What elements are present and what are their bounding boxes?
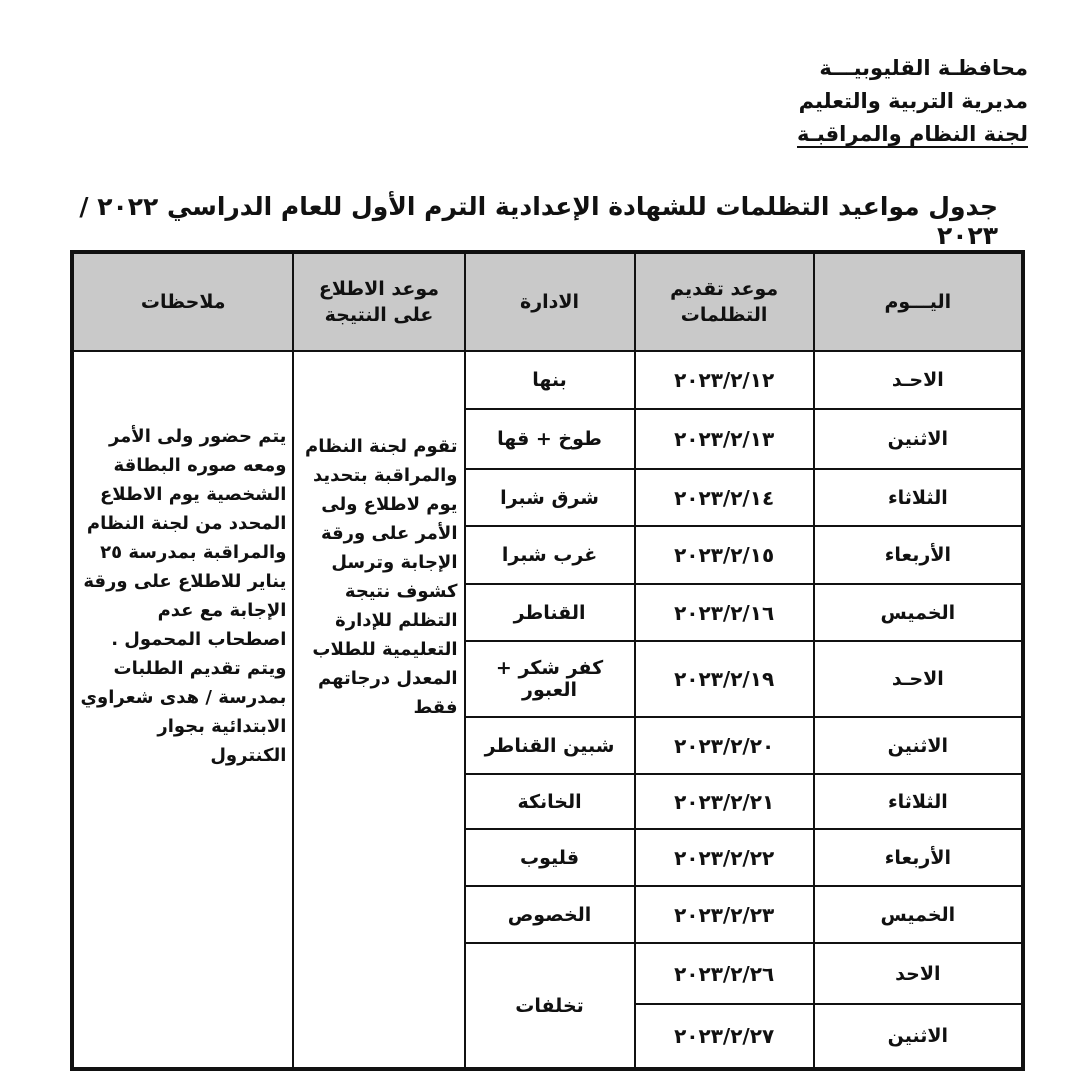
col-notes: ملاحظات xyxy=(70,251,295,352)
committee: لجنة النظام والمراقبـة xyxy=(796,122,1028,148)
day-cell: الاحـد xyxy=(812,350,1025,410)
day-cell: الثلاثاء xyxy=(812,468,1025,527)
admin-cell: قليوب xyxy=(463,828,636,887)
date-cell: ٢٠٢٣/٢/١٢ xyxy=(633,350,815,410)
table-row: الاثنين ٢٠٢٣/٢/٢٧ xyxy=(72,1003,1025,1070)
table-row: الخميس ٢٠٢٣/٢/١٦ القناطر xyxy=(72,583,1025,642)
date-cell: ٢٠٢٣/٢/١٩ xyxy=(633,640,815,718)
letterhead: محافظـة القليوبيـــة مديرية التربية والت… xyxy=(796,52,1028,151)
table-row: الخميس ٢٠٢٣/٢/٢٣ الخصوص xyxy=(72,885,1025,944)
table-row: الاحـد ٢٠٢٣/٢/١٩ كفر شكر + العبور xyxy=(72,640,1025,718)
date-cell: ٢٠٢٣/٢/١٣ xyxy=(633,408,815,470)
admin-cell: طوخ + قها xyxy=(463,408,636,470)
admin-cell: الخانكة xyxy=(463,773,636,830)
date-cell: ٢٠٢٣/٢/١٦ xyxy=(633,583,815,642)
admin-cell: الخصوص xyxy=(463,885,636,944)
day-cell: الاحد xyxy=(812,942,1025,1005)
admin-cell: كفر شكر + العبور xyxy=(463,640,636,718)
schedule-table: اليـــوم موعد تقديم التظلمات الادارة موع… xyxy=(70,250,1025,1071)
table-row: الاحـد ٢٠٢٣/٢/١٢ بنها تقوم لجنة النظام وال… xyxy=(70,350,1025,1070)
directorate: مديرية التربية والتعليم xyxy=(798,89,1028,113)
date-cell: ٢٠٢٣/٢/١٥ xyxy=(633,525,815,585)
admin-cell: شرق شبرا xyxy=(463,468,636,527)
table-row: الاثنين ٢٠٢٣/٢/١٣ طوخ + قها xyxy=(72,408,1025,470)
admin-cell: شبين القناطر xyxy=(463,716,636,775)
day-cell: الاثنين xyxy=(812,408,1025,470)
admin-cell: بنها xyxy=(463,350,636,410)
day-cell: الاحـد xyxy=(812,640,1025,718)
date-cell: ٢٠٢٣/٢/٢٣ xyxy=(633,885,815,944)
col-submission-date: موعد تقديم التظلمات xyxy=(633,251,815,352)
day-cell: الاثنين xyxy=(812,716,1025,775)
admin-cell: تخلفات xyxy=(463,942,636,1070)
admin-cell: القناطر xyxy=(463,583,636,642)
col-day: اليـــوم xyxy=(812,251,1025,352)
date-cell: ٢٠٢٣/٢/٢٧ xyxy=(633,1003,815,1070)
table-row: الأربعاء ٢٠٢٣/٢/١٥ غرب شبرا xyxy=(72,525,1025,585)
table-row: الاحد ٢٠٢٣/٢/٢٦ تخلفات xyxy=(72,942,1025,1070)
day-cell: الاثنين xyxy=(812,1003,1025,1070)
result-viewing-cell: تقوم لجنة النظام والمراقبة بتحديد يوم لا… xyxy=(292,350,466,1070)
date-cell: ٢٠٢٣/٢/٢٦ xyxy=(633,942,815,1005)
date-cell: ٢٠٢٣/٢/٢٢ xyxy=(633,828,815,887)
notes-cell: يتم حضور ولى الأمر ومعه صوره البطاقة الش… xyxy=(70,350,295,1070)
table-row: الثلاثاء ٢٠٢٣/٢/٢١ الخانكة xyxy=(72,773,1025,830)
col-result-viewing: موعد الاطلاع على النتيجة xyxy=(292,251,466,352)
day-cell: الأربعاء xyxy=(812,525,1025,585)
col-administration: الادارة xyxy=(463,251,636,352)
admin-cell: غرب شبرا xyxy=(463,525,636,585)
date-cell: ٢٠٢٣/٢/١٤ xyxy=(633,468,815,527)
document-title: جدول مواعيد التظلمات للشهادة الإعدادية ا… xyxy=(79,192,998,250)
table-row: الأربعاء ٢٠٢٣/٢/٢٢ قليوب xyxy=(72,828,1025,887)
governorate: محافظـة القليوبيـــة xyxy=(819,56,1028,80)
day-cell: الأربعاء xyxy=(812,828,1025,887)
date-cell: ٢٠٢٣/٢/٢١ xyxy=(633,773,815,830)
day-cell: الخميس xyxy=(812,583,1025,642)
date-cell: ٢٠٢٣/٢/٢٠ xyxy=(633,716,815,775)
table-header-row: اليـــوم موعد تقديم التظلمات الادارة موع… xyxy=(70,251,1025,352)
day-cell: الثلاثاء xyxy=(812,773,1025,830)
table-row: الثلاثاء ٢٠٢٣/٢/١٤ شرق شبرا xyxy=(72,468,1025,527)
table-row: الاثنين ٢٠٢٣/٢/٢٠ شبين القناطر xyxy=(72,716,1025,775)
day-cell: الخميس xyxy=(812,885,1025,944)
